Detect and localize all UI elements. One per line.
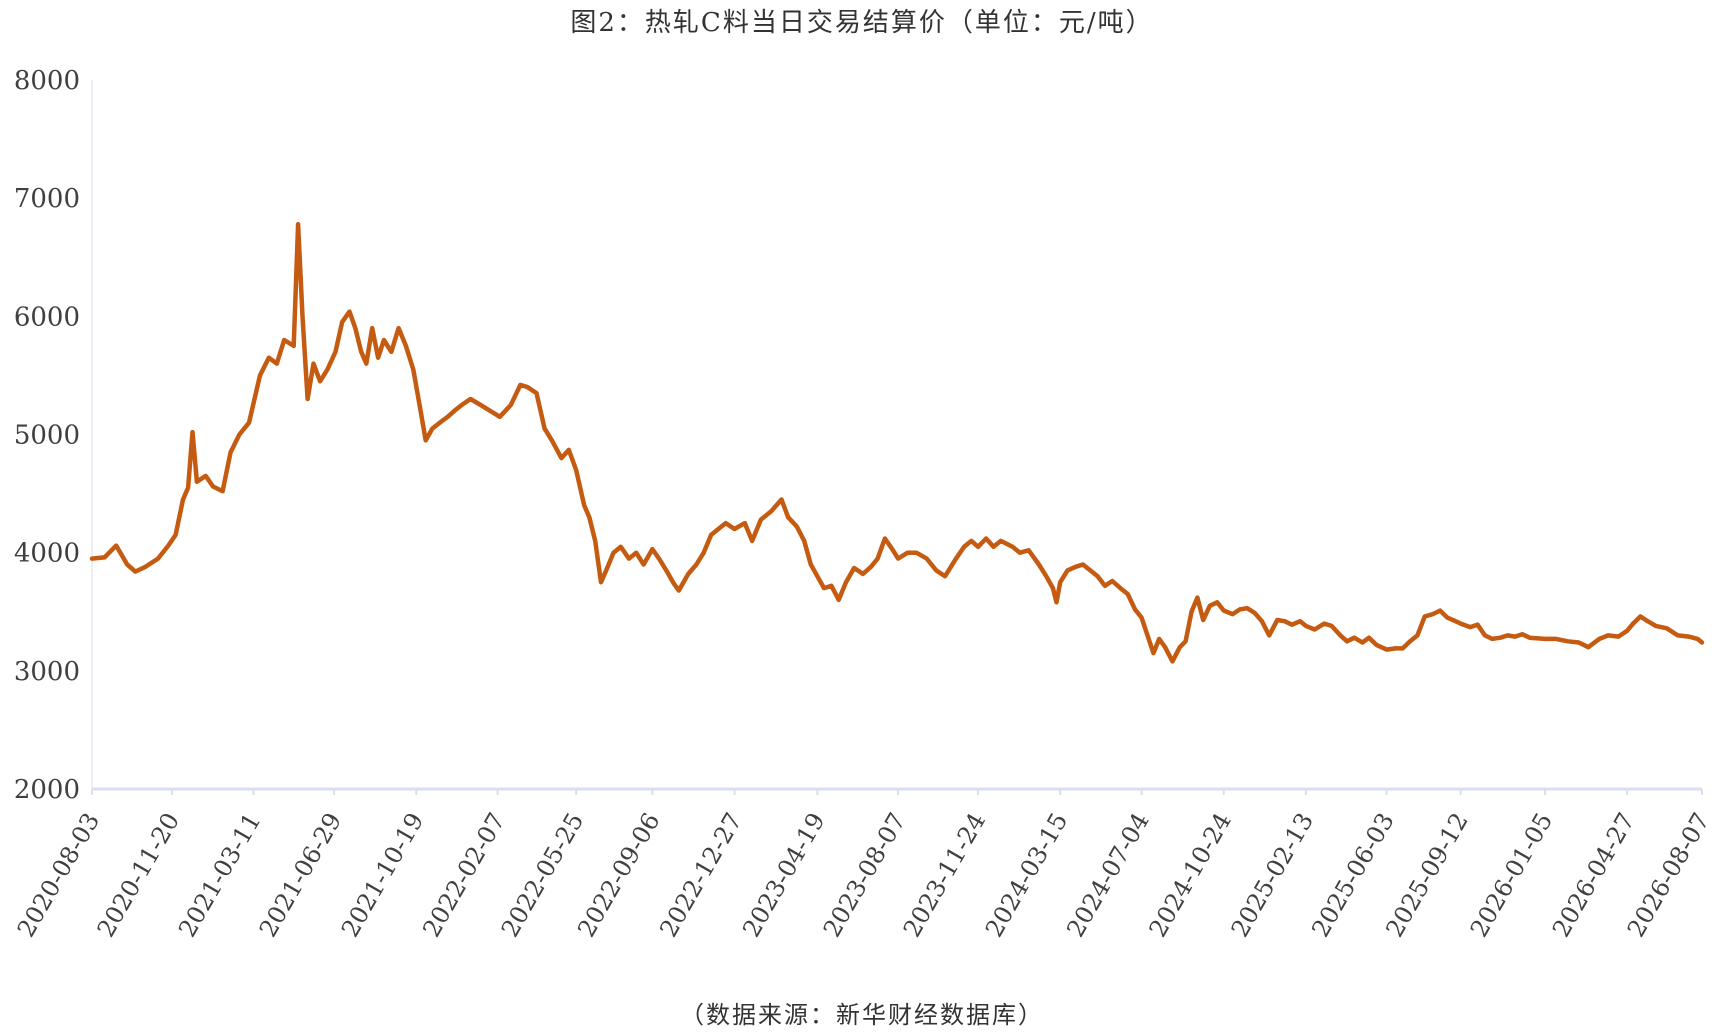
series-line bbox=[89, 221, 1705, 664]
x-tick-label: 2021-06-29 bbox=[254, 808, 347, 942]
x-tick-label: 2023-08-07 bbox=[818, 808, 911, 942]
x-tick-label: 2022-09-06 bbox=[572, 808, 665, 942]
x-tick-label: 2021-10-19 bbox=[336, 808, 429, 942]
y-tick-label: 8000 bbox=[14, 66, 80, 96]
x-tick-label: 2024-10-24 bbox=[1144, 808, 1237, 942]
x-axis: 2020-08-032020-11-202021-03-112021-06-29… bbox=[12, 789, 1715, 942]
x-tick-label: 2026-01-05 bbox=[1465, 808, 1558, 942]
y-tick-label: 2000 bbox=[14, 775, 80, 805]
y-tick-label: 4000 bbox=[14, 539, 80, 569]
x-tick-label: 2020-11-20 bbox=[92, 808, 185, 942]
chart-title: 图2：热轧C料当日交易结算价（单位：元/吨） bbox=[570, 8, 1154, 38]
y-tick-label: 3000 bbox=[14, 657, 80, 687]
y-axis: 2000 3000 4000 5000 6000 7000 8000 bbox=[14, 66, 80, 805]
x-tick-label: 2023-11-24 bbox=[898, 808, 991, 942]
x-tick-label: 2022-12-27 bbox=[654, 808, 747, 942]
x-tick-label: 2024-03-15 bbox=[980, 808, 1073, 942]
x-tick-label: 2022-02-07 bbox=[417, 808, 510, 942]
chart-source: （数据来源：新华财经数据库） bbox=[680, 1001, 1044, 1029]
x-tick-label: 2021-03-11 bbox=[173, 808, 266, 942]
y-tick-label: 6000 bbox=[14, 302, 80, 332]
x-tick-label: 2025-02-13 bbox=[1226, 808, 1319, 942]
y-tick-label: 7000 bbox=[14, 184, 80, 214]
x-tick-label: 2023-04-19 bbox=[737, 808, 830, 942]
x-tick-label: 2020-08-03 bbox=[12, 808, 105, 942]
y-tick-label: 5000 bbox=[14, 421, 80, 451]
x-tick-label: 2024-07-04 bbox=[1061, 808, 1154, 942]
